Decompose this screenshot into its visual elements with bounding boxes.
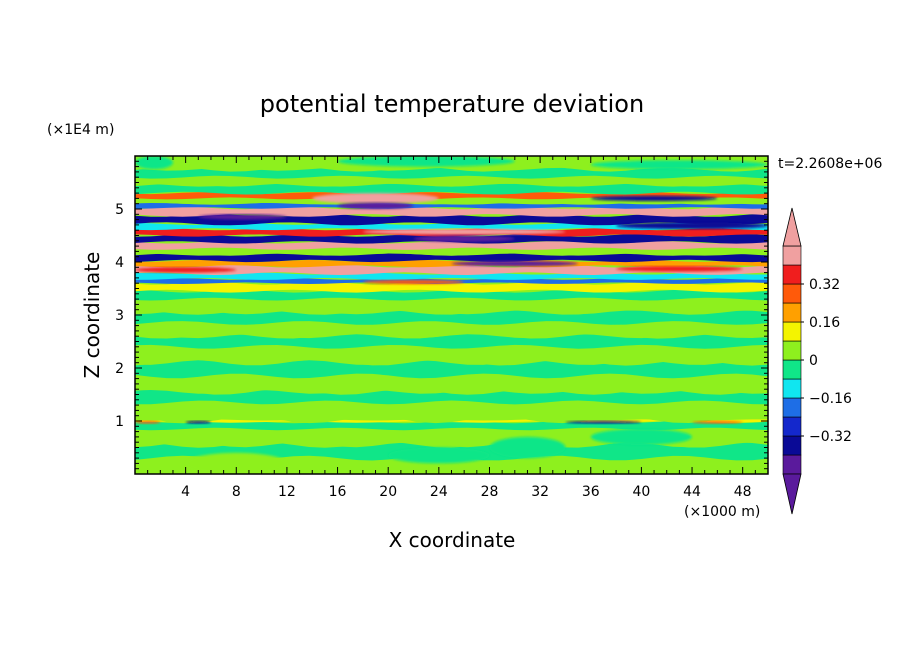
field-band (135, 253, 768, 263)
field-blob (198, 214, 287, 220)
field-band (135, 373, 768, 395)
x-tick-label: 24 (430, 484, 448, 500)
y-tick-label: 4 (115, 255, 124, 271)
field-blob (616, 222, 768, 230)
field-band (135, 213, 768, 226)
colorbar-swatch (782, 321, 802, 342)
field-blob (590, 195, 718, 201)
colorbar-swatch (782, 359, 802, 380)
field-blob (337, 156, 515, 167)
y-tick-label: 2 (115, 361, 124, 377)
field-band (135, 310, 768, 325)
field-blob (616, 266, 743, 272)
field-blob (135, 156, 173, 170)
field-blob (489, 209, 617, 215)
field-band (135, 167, 768, 179)
colorbar: 0.32 0.16 0 −0.16 −0.32 (782, 207, 852, 515)
time-label: t=2.2608e+06 (778, 156, 882, 172)
y-tick-label: 1 (115, 414, 124, 430)
field-blob (135, 421, 161, 424)
x-tick-label: 28 (481, 484, 499, 500)
field-band (135, 272, 768, 280)
field-blob (590, 428, 693, 445)
field-blob (388, 447, 490, 464)
field-band (135, 281, 768, 293)
field-band (135, 399, 768, 424)
colorbar-label: −0.16 (809, 391, 852, 407)
colorbar-swatch (782, 302, 802, 323)
y-axis-label: Z coordinate (80, 252, 104, 379)
field-blob (489, 436, 566, 459)
y-axis: 1 2 3 4 5 (115, 160, 768, 470)
x-tick-label: 4 (181, 484, 190, 500)
colorbar-label: 0 (809, 353, 818, 369)
colorbar-swatch (782, 283, 802, 304)
colorbar-extend-low (782, 473, 802, 515)
field-band (135, 320, 768, 339)
colorbar-swatch (782, 435, 802, 456)
field-blob (135, 267, 237, 273)
y-tick-label: 5 (115, 202, 124, 218)
colorbar-swatch (782, 378, 802, 399)
colorbar-label: 0.16 (809, 315, 840, 331)
field-blob (362, 280, 465, 285)
colorbar-extend-high (782, 207, 802, 247)
field-band (135, 360, 768, 379)
x-axis-label: X coordinate (389, 528, 516, 552)
colorbar-label: 0.32 (809, 277, 840, 293)
field-band (135, 202, 768, 209)
x-tick-label: 40 (632, 484, 650, 500)
field-blob (692, 421, 743, 424)
x-tick-label: 20 (379, 484, 397, 500)
x-tick-label: 44 (683, 484, 701, 500)
colorbar-swatch (782, 454, 802, 475)
field-band (135, 241, 768, 250)
x-axis: 4 8 12 16 20 24 28 32 36 40 44 48 (147, 156, 756, 500)
field-blob (413, 235, 515, 242)
field-band (135, 296, 768, 315)
y-tick-label: 3 (115, 308, 124, 324)
field-blob (185, 421, 211, 424)
x-tick-label: 32 (531, 484, 549, 500)
x-tick-label: 8 (232, 484, 241, 500)
field-blob (337, 202, 414, 209)
x-tick-label: 16 (329, 484, 347, 500)
x-unit-label: (×1000 m) (684, 504, 760, 520)
field-blob (451, 261, 579, 267)
field-blob (590, 160, 768, 170)
field-band (135, 264, 768, 275)
x-tick-label: 36 (582, 484, 600, 500)
colorbar-swatch (782, 416, 802, 437)
field-band (135, 175, 768, 187)
field-band (135, 344, 768, 366)
chart-title: potential temperature deviation (260, 90, 644, 118)
colorbar-swatch (782, 264, 802, 285)
field-blob (185, 452, 287, 474)
x-tick-label: 12 (278, 484, 296, 500)
colorbar-swatch (782, 340, 802, 361)
plot-area (135, 156, 768, 474)
colorbar-swatch (782, 245, 802, 266)
field-blob (362, 229, 566, 235)
colorbar-swatch (782, 397, 802, 418)
colorbar-label: −0.32 (809, 429, 852, 445)
x-tick-label: 48 (734, 484, 752, 500)
field-band (135, 183, 768, 195)
field-blob (312, 193, 439, 204)
field-blob (565, 421, 642, 424)
y-unit-label: (×1E4 m) (47, 122, 114, 138)
field-band (135, 206, 768, 217)
field-band (135, 455, 768, 474)
